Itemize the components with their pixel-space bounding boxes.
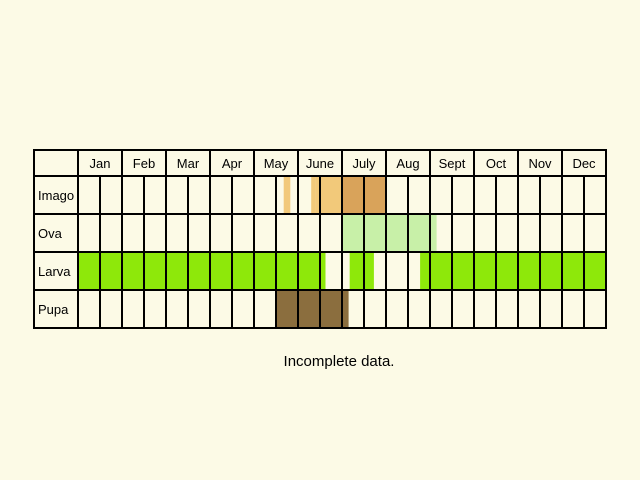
incomplete-data-note: Incomplete data. — [284, 353, 395, 370]
month-label-july: July — [352, 156, 376, 171]
month-label-may: May — [264, 156, 289, 171]
table-labels: Jan Feb Mar Apr May June July Aug Sept Oct Nov Dec I… — [38, 156, 596, 317]
segment-larva-0 — [78, 252, 326, 290]
segment-pupa-0 — [276, 290, 349, 328]
segment-imago-0 — [283, 176, 291, 214]
segment-imago-1 — [311, 176, 316, 214]
segment-ova-0 — [342, 214, 437, 252]
stage-label-larva: Larva — [38, 264, 71, 279]
month-label-dec: Dec — [572, 156, 596, 171]
stage-label-pupa: Pupa — [38, 302, 69, 317]
month-label-aug: Aug — [396, 156, 419, 171]
stage-label-imago: Imago — [38, 188, 74, 203]
month-label-mar: Mar — [177, 156, 200, 171]
month-label-sept: Sept — [439, 156, 466, 171]
segment-larva-2 — [420, 252, 606, 290]
month-label-june: June — [306, 156, 334, 171]
stage-label-ova: Ova — [38, 226, 63, 241]
month-label-jan: Jan — [90, 156, 111, 171]
month-label-oct: Oct — [486, 156, 507, 171]
month-label-apr: Apr — [222, 156, 243, 171]
table-grid — [33, 149, 607, 329]
month-label-feb: Feb — [133, 156, 155, 171]
segment-larva-1 — [349, 252, 374, 290]
month-label-nov: Nov — [528, 156, 552, 171]
